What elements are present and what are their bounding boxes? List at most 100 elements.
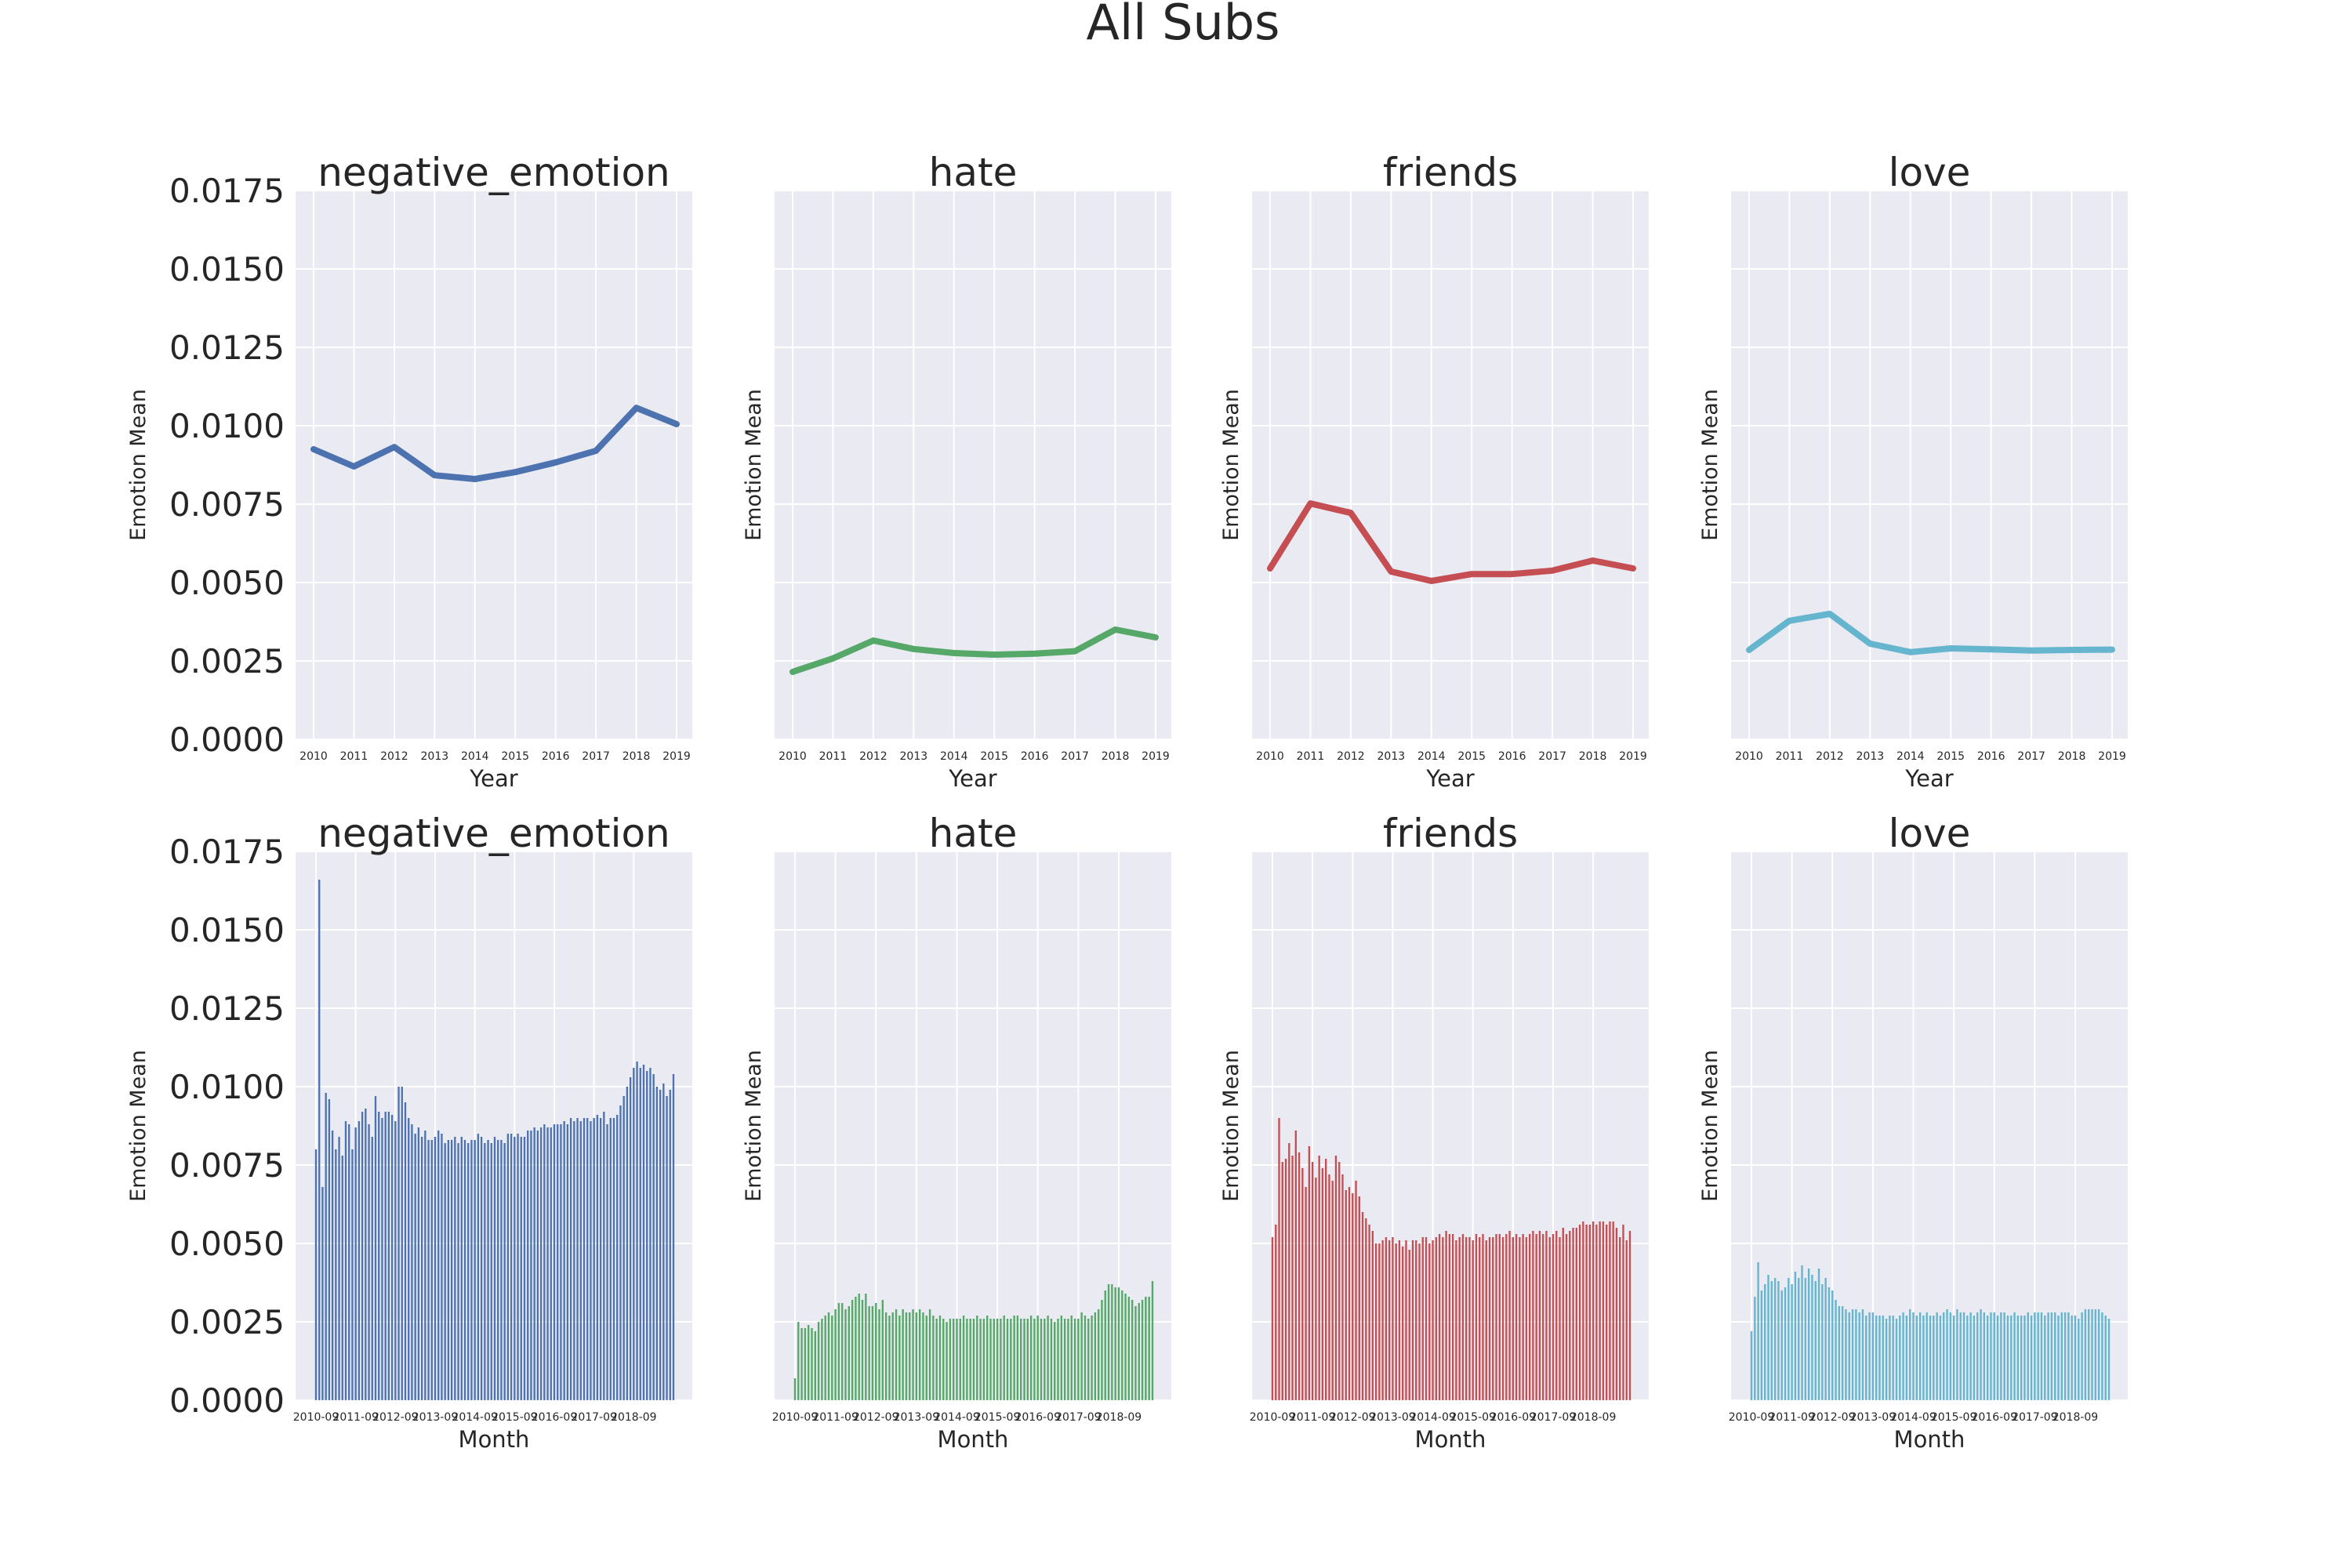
bar <box>1949 1312 1951 1400</box>
x-tick-label: 2013 <box>1377 750 1406 763</box>
bar <box>583 1118 586 1400</box>
bar <box>1838 1306 1841 1400</box>
bar <box>1612 1221 1614 1400</box>
bar <box>1943 1312 1945 1400</box>
y-axis-label: Emotion Mean <box>1698 389 1722 541</box>
bar <box>868 1306 870 1400</box>
bar <box>1141 1300 1144 1400</box>
x-axis-label: Month <box>938 1426 1009 1453</box>
bar <box>1777 1281 1780 1400</box>
bar <box>1305 1187 1307 1400</box>
bar <box>1000 1319 1002 1400</box>
bar <box>1875 1316 1878 1400</box>
bar <box>569 1118 572 1400</box>
x-tick-label: 2014 <box>940 750 968 763</box>
bar <box>1315 1178 1317 1400</box>
bar <box>1892 1316 1894 1400</box>
bar <box>1946 1309 1948 1400</box>
bar <box>1134 1306 1137 1400</box>
bar <box>902 1309 904 1400</box>
x-tick-label: 2013-09 <box>894 1411 940 1424</box>
bar <box>1909 1309 1911 1400</box>
bar <box>1033 1319 1036 1400</box>
bar <box>1341 1174 1344 1400</box>
y-tick-label: 0.0175 <box>169 833 285 871</box>
bar <box>441 1134 443 1400</box>
bar <box>1615 1228 1618 1400</box>
bar <box>935 1319 938 1400</box>
bar <box>1770 1281 1773 1400</box>
x-tick-label: 2011 <box>819 750 848 763</box>
x-tick-label: 2019 <box>1142 750 1170 763</box>
bar <box>1538 1231 1541 1400</box>
bar <box>1368 1225 1370 1400</box>
bar <box>1871 1312 1875 1400</box>
bar <box>1107 1284 1110 1400</box>
bar <box>1281 1162 1283 1400</box>
bar <box>1094 1312 1097 1400</box>
x-tick-label: 2017 <box>2017 750 2045 763</box>
bar <box>808 1325 810 1400</box>
bar <box>1073 1319 1076 1400</box>
bar <box>912 1309 914 1400</box>
bar <box>1555 1231 1558 1400</box>
bar <box>365 1109 367 1400</box>
bar <box>1104 1290 1106 1400</box>
x-tick-label: 2010 <box>1735 750 1763 763</box>
bar <box>1492 1237 1494 1400</box>
bar <box>1070 1316 1073 1400</box>
bar <box>1405 1240 1407 1400</box>
series-line <box>1267 500 1636 584</box>
bar <box>381 1118 383 1400</box>
bar <box>797 1322 800 1400</box>
bar <box>576 1118 579 1400</box>
bar <box>1050 1319 1053 1400</box>
bar <box>514 1137 516 1400</box>
chart-panel-yearly-friends: friends Emotion Mean Year 2010 2011 2012 2013 2… <box>1219 150 1649 792</box>
bar <box>1321 1168 1324 1400</box>
bar <box>1331 1181 1334 1400</box>
bar <box>1054 1322 1056 1400</box>
x-tick-label: 2015 <box>1457 750 1486 763</box>
bar <box>1392 1237 1394 1400</box>
x-tick-label: 2012-09 <box>1809 1411 1856 1424</box>
x-tick-label: 2014 <box>1417 750 1446 763</box>
bar <box>848 1306 851 1400</box>
panel-title: hate <box>929 811 1018 856</box>
x-tick-label: 2014-09 <box>934 1411 980 1424</box>
x-tick-label: 2018-09 <box>1570 1411 1617 1424</box>
plot-area <box>1731 851 2128 1400</box>
y-tick-label: 0.0175 <box>169 172 285 210</box>
bar <box>666 1096 668 1400</box>
bar <box>2027 1312 2029 1400</box>
x-tick-label: 2011-09 <box>812 1411 858 1424</box>
bar <box>982 1319 985 1400</box>
bar <box>1057 1319 1059 1400</box>
bar <box>922 1312 924 1400</box>
bar <box>918 1309 921 1400</box>
bar <box>1358 1196 1360 1400</box>
bar <box>858 1294 860 1400</box>
y-tick-label: 0.0050 <box>169 564 285 602</box>
bar <box>335 1149 337 1400</box>
bar <box>1817 1269 1820 1400</box>
bar <box>1311 1162 1314 1400</box>
bar <box>384 1112 387 1400</box>
bar <box>1773 1278 1777 1400</box>
x-tick-label: 2010 <box>779 750 807 763</box>
bar <box>1131 1300 1134 1400</box>
bar <box>1063 1319 1066 1400</box>
bar <box>817 1322 820 1400</box>
bar <box>1804 1278 1807 1400</box>
bar <box>1606 1225 1608 1400</box>
bar <box>1451 1234 1454 1400</box>
bar <box>1780 1290 1783 1400</box>
bar <box>520 1137 522 1400</box>
bar <box>1784 1287 1787 1400</box>
bar <box>1421 1237 1424 1400</box>
bar <box>1395 1243 1397 1400</box>
bar <box>2074 1316 2077 1400</box>
bar <box>1271 1237 1274 1400</box>
x-tick-label: 2015-09 <box>492 1411 538 1424</box>
bar <box>506 1134 510 1400</box>
